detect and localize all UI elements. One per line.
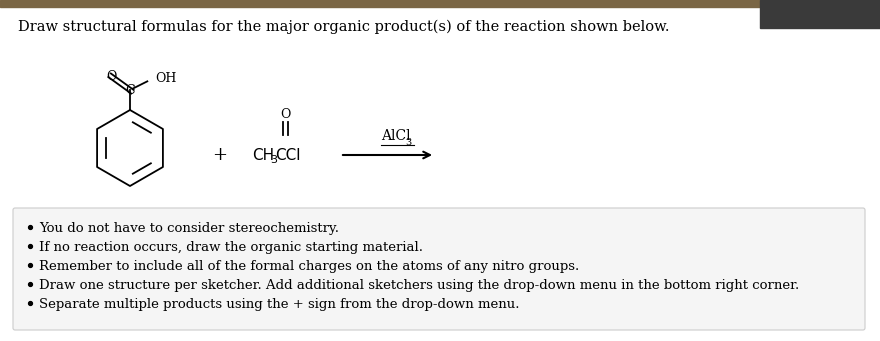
Text: Draw one structure per sketcher. Add additional sketchers using the drop-down me: Draw one structure per sketcher. Add add… <box>39 279 799 292</box>
Text: Draw structural formulas for the major organic product(s) of the reaction shown : Draw structural formulas for the major o… <box>18 20 670 34</box>
Text: If no reaction occurs, draw the organic starting material.: If no reaction occurs, draw the organic … <box>39 241 423 254</box>
Text: 3: 3 <box>270 155 277 165</box>
Text: 3: 3 <box>405 138 411 147</box>
Text: Separate multiple products using the + sign from the drop-down menu.: Separate multiple products using the + s… <box>39 298 519 311</box>
Text: O: O <box>106 70 116 83</box>
Text: C: C <box>125 84 135 97</box>
Text: CH: CH <box>252 148 275 163</box>
Text: O: O <box>280 108 290 121</box>
Bar <box>760 0 880 28</box>
FancyBboxPatch shape <box>13 208 865 330</box>
Text: AlCl: AlCl <box>381 129 411 143</box>
Text: +: + <box>212 146 228 164</box>
Bar <box>0 0 880 7</box>
Text: OH: OH <box>155 73 176 86</box>
Text: CCl: CCl <box>275 148 300 163</box>
Text: Remember to include all of the formal charges on the atoms of any nitro groups.: Remember to include all of the formal ch… <box>39 260 579 273</box>
Text: You do not have to consider stereochemistry.: You do not have to consider stereochemis… <box>39 222 339 235</box>
